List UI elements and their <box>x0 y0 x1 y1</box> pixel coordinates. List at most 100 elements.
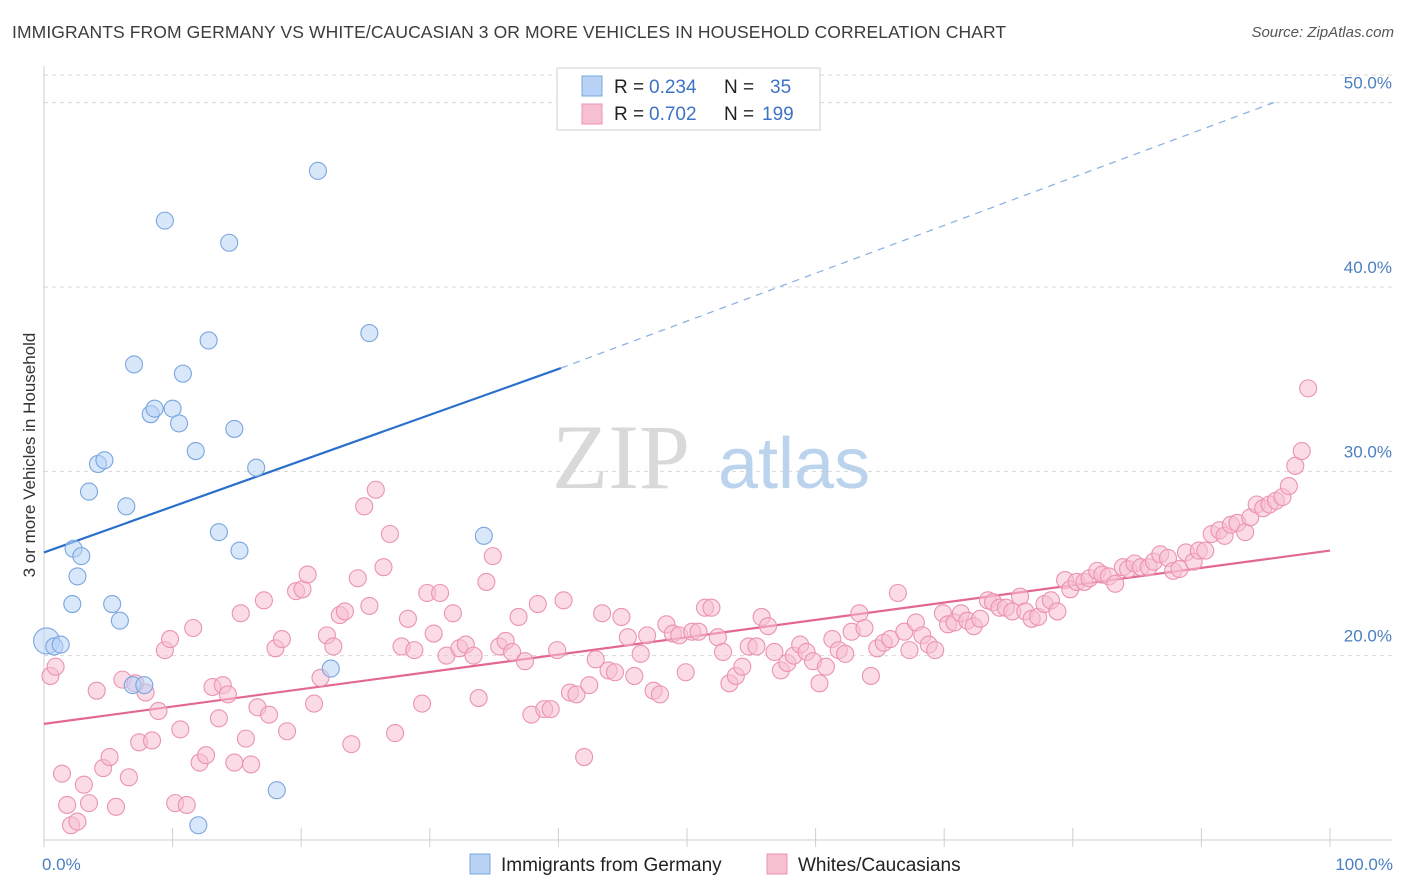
point-white-95 <box>631 644 650 663</box>
point-white-49 <box>335 602 354 621</box>
point-white-116 <box>765 642 784 662</box>
point-white-31 <box>225 753 244 772</box>
point-germany-28 <box>230 541 249 560</box>
point-white-2 <box>52 764 72 783</box>
point-white-6 <box>74 775 93 794</box>
point-white-70 <box>469 689 488 708</box>
point-white-52 <box>355 497 374 516</box>
point-white-43 <box>298 565 317 584</box>
bottom-legend: Immigrants from Germany Whites/Caucasian… <box>469 853 961 876</box>
point-germany-6 <box>72 547 91 566</box>
point-white-51 <box>348 569 367 588</box>
watermark-atlas: atlas <box>718 424 870 504</box>
point-white-55 <box>374 558 393 577</box>
point-white-93 <box>618 628 637 647</box>
point-germany-15 <box>135 676 154 695</box>
point-white-199 <box>1299 379 1318 398</box>
point-white-130 <box>855 618 874 638</box>
point-white-86 <box>575 747 594 767</box>
point-white-1 <box>46 657 65 676</box>
point-white-63 <box>424 624 443 643</box>
point-germany-22 <box>186 441 205 461</box>
point-white-141 <box>926 641 945 660</box>
point-germany-14 <box>124 355 144 374</box>
point-germany-31 <box>308 161 327 180</box>
point-germany-3 <box>63 594 82 614</box>
point-germany-17 <box>145 399 164 418</box>
point-white-33 <box>236 729 255 748</box>
point-white-26 <box>196 746 216 765</box>
axis-layer <box>43 66 1392 847</box>
point-white-57 <box>386 724 405 743</box>
point-white-88 <box>586 650 605 669</box>
point-white-56 <box>380 524 399 544</box>
y-tick-label-3: 50.0% <box>1344 74 1392 93</box>
point-white-17 <box>142 731 162 750</box>
bottom-legend-swatch-blue <box>469 853 491 875</box>
point-germany-18 <box>155 211 174 230</box>
legend-n-value-0: 35 <box>770 77 791 98</box>
point-white-8 <box>87 681 106 700</box>
point-white-89 <box>593 604 612 623</box>
point-white-87 <box>580 676 599 695</box>
point-germany-2 <box>51 635 70 654</box>
point-white-5 <box>68 812 87 831</box>
point-germany-24 <box>199 331 218 350</box>
bottom-legend-label-0: Immigrants from Germany <box>501 855 722 876</box>
point-germany-23 <box>189 816 208 835</box>
point-white-79 <box>528 594 547 614</box>
point-white-47 <box>324 637 343 656</box>
bottom-legend-swatch-pink <box>766 853 788 875</box>
point-white-53 <box>360 596 379 615</box>
point-white-20 <box>160 630 180 649</box>
legend-n-label-0: N = <box>724 77 754 98</box>
trend-line-blue-extension <box>560 100 1279 369</box>
top-legend: R = 0.234 N = 35 R = 0.702 N = 199 <box>556 67 821 131</box>
trend-line-blue <box>43 367 562 554</box>
y-tick-label-1: 30.0% <box>1344 442 1392 461</box>
point-white-22 <box>171 720 190 739</box>
point-white-131 <box>861 666 880 685</box>
point-white-18 <box>149 701 168 721</box>
point-white-10 <box>100 747 119 767</box>
point-germany-34 <box>474 526 493 545</box>
point-white-32 <box>231 604 250 623</box>
point-white-59 <box>398 609 417 628</box>
point-white-37 <box>259 705 279 724</box>
point-white-50 <box>342 735 361 754</box>
watermark-zip: ZIP <box>552 406 690 508</box>
point-white-196 <box>1279 477 1298 496</box>
point-germany-27 <box>225 419 244 438</box>
point-white-54 <box>366 480 385 499</box>
point-germany-32 <box>321 659 340 678</box>
point-germany-11 <box>110 611 129 630</box>
x-tick-label-1: 100.0% <box>1335 855 1393 874</box>
point-white-76 <box>509 607 528 627</box>
point-germany-5 <box>68 567 87 586</box>
point-white-115 <box>758 617 778 636</box>
point-white-77 <box>515 652 535 671</box>
point-white-124 <box>816 657 835 676</box>
legend-r-value-1: 0.702 <box>649 104 697 125</box>
point-white-104 <box>689 622 708 641</box>
point-white-135 <box>888 583 907 603</box>
y-tick-label-0: 20.0% <box>1344 627 1392 646</box>
point-white-75 <box>503 642 522 662</box>
point-white-64 <box>431 583 450 603</box>
point-white-148 <box>971 609 990 628</box>
point-germany-30 <box>267 781 286 800</box>
points-layer <box>33 161 1318 835</box>
legend-n-value-1: 199 <box>762 104 794 125</box>
legend-r-value-0: 0.234 <box>649 77 697 98</box>
point-white-137 <box>900 641 919 660</box>
legend-n-label-1: N = <box>724 104 754 125</box>
point-white-82 <box>548 641 567 660</box>
legend-swatch-pink <box>581 103 603 125</box>
ticks-layer: 20.0% 30.0% 40.0% 50.0% 0.0% 100.0% <box>42 74 1393 874</box>
point-white-72 <box>483 547 502 566</box>
point-germany-33 <box>360 324 379 343</box>
point-white-91 <box>605 663 625 682</box>
point-white-71 <box>477 572 496 591</box>
point-white-34 <box>241 755 261 774</box>
